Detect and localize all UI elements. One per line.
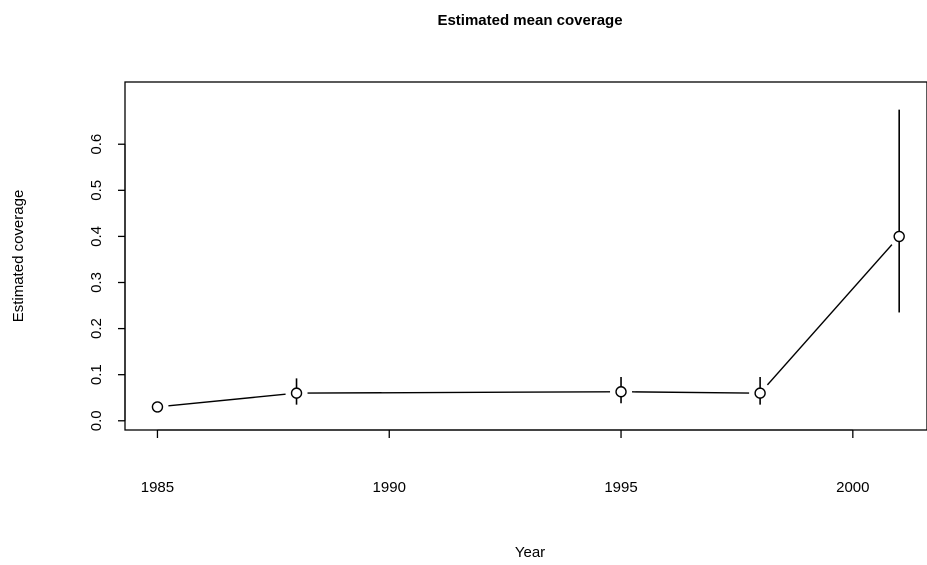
data-point xyxy=(151,401,164,413)
data-point xyxy=(290,387,303,399)
y-tick-label: 0.0 xyxy=(88,410,105,431)
y-tick-label: 0.2 xyxy=(88,318,105,339)
series-segment xyxy=(168,393,286,407)
y-axis: 0.0 0.1 0.2 0.3 0.4 0.5 0.6 xyxy=(88,134,126,431)
y-tick-label: 0.5 xyxy=(88,180,105,201)
x-tick-label: 1990 xyxy=(373,479,406,496)
chart-title: Estimated mean coverage xyxy=(437,12,622,29)
series-segment xyxy=(307,391,611,394)
x-tick-label: 2000 xyxy=(836,479,869,496)
data-series xyxy=(151,109,905,413)
x-tick-label: 1995 xyxy=(604,479,637,496)
y-tick-label: 0.1 xyxy=(88,364,105,385)
x-axis: 1985 1990 1995 2000 xyxy=(141,429,870,496)
x-axis-label: Year xyxy=(515,544,545,561)
y-axis-label: Estimated coverage xyxy=(10,190,27,323)
x-tick-label: 1985 xyxy=(141,479,174,496)
series-segment xyxy=(632,391,750,394)
y-tick-label: 0.3 xyxy=(88,272,105,293)
y-tick-label: 0.4 xyxy=(88,226,105,247)
data-point xyxy=(754,387,766,399)
y-tick-label: 0.6 xyxy=(88,134,105,155)
data-point xyxy=(893,230,905,243)
plot-frame xyxy=(124,81,927,431)
series-segment xyxy=(766,244,893,386)
data-point xyxy=(615,386,627,398)
